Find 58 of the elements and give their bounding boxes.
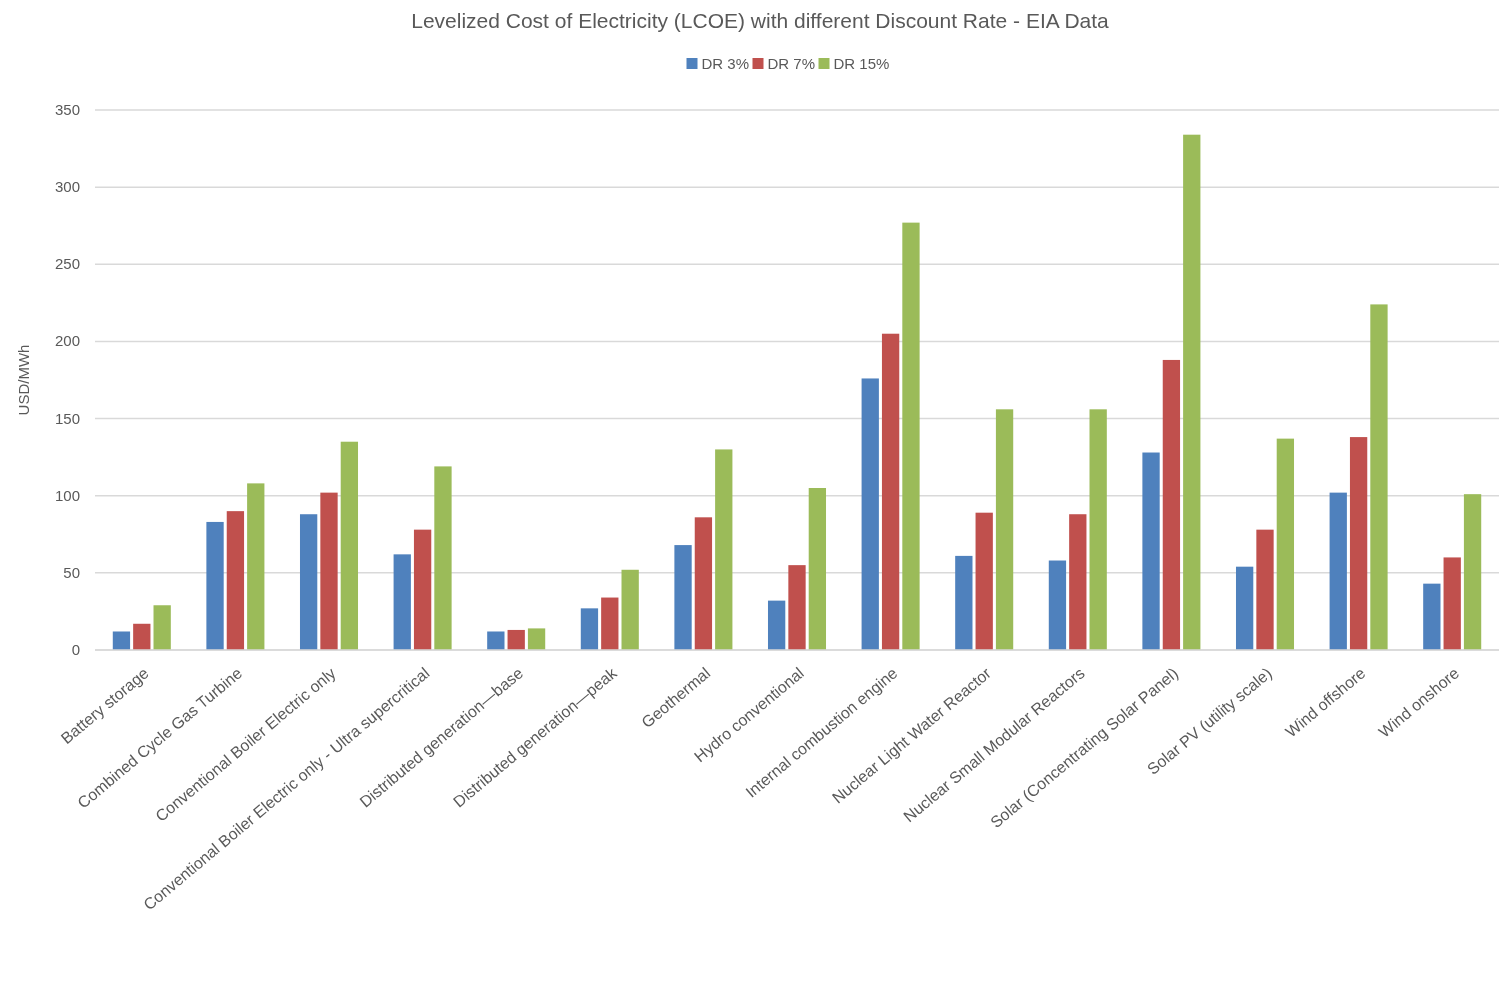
bar [413, 529, 432, 650]
bar [1370, 304, 1388, 650]
bar [1069, 514, 1087, 650]
bar [487, 631, 505, 650]
legend-label: DR 15% [833, 55, 890, 72]
y-tick-label: 350 [54, 101, 80, 118]
y-tick-label: 150 [54, 409, 80, 427]
bar [694, 517, 713, 650]
bar [133, 623, 151, 650]
bar [112, 631, 131, 650]
bar [1089, 409, 1107, 650]
bar [715, 449, 733, 650]
bar [1162, 359, 1181, 650]
bar [808, 488, 827, 650]
bar [1235, 566, 1254, 650]
bar [674, 545, 692, 650]
y-tick-label: 50 [63, 563, 80, 581]
y-tick-label: 300 [54, 178, 80, 196]
bar [881, 333, 900, 650]
bar [1048, 560, 1067, 650]
bar [955, 555, 973, 650]
bar [861, 378, 879, 650]
bar [995, 409, 1014, 650]
bar [206, 521, 224, 650]
y-axis-title: USD/MWh [15, 344, 32, 416]
bar [601, 597, 619, 650]
bar [902, 222, 920, 650]
chart-title: Levelized Cost of Electricity (LCOE) with different Discount Rate - EIA Data [411, 9, 1110, 32]
y-tick-label: 200 [54, 332, 80, 350]
bar [788, 565, 806, 650]
bar [1256, 529, 1274, 650]
bar [767, 600, 786, 650]
y-tick-label: 100 [54, 486, 80, 504]
bar [1183, 134, 1201, 650]
bar [320, 492, 338, 650]
legend-label: DR 7% [767, 55, 816, 72]
bar [1423, 583, 1441, 650]
bar [226, 511, 245, 650]
bar [299, 514, 318, 650]
bar [1142, 452, 1160, 650]
bar [507, 629, 525, 650]
bar [1276, 438, 1295, 650]
bar [1349, 437, 1368, 650]
legend-label: DR 3% [701, 55, 750, 72]
bar [1443, 557, 1461, 650]
y-tick-label: 250 [54, 255, 80, 273]
bar [340, 441, 359, 650]
y-tick-label: 0 [71, 641, 80, 658]
bar [975, 512, 993, 650]
bar [247, 483, 265, 650]
bar [153, 605, 171, 650]
bar [393, 554, 411, 650]
bar [580, 608, 599, 650]
bar [621, 569, 639, 650]
bar [1463, 494, 1482, 650]
bar [434, 466, 452, 650]
bar [527, 628, 546, 650]
bar [1329, 492, 1347, 650]
